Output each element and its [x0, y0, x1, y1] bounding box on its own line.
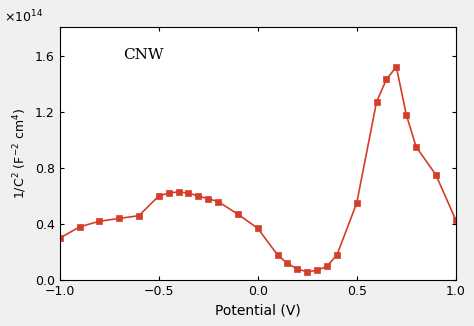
- Text: $\times10^{14}$: $\times10^{14}$: [4, 8, 44, 25]
- Text: CNW: CNW: [123, 48, 164, 62]
- X-axis label: Potential (V): Potential (V): [215, 304, 301, 318]
- Y-axis label: 1/C$^{2}$ (F$^{-2}$ cm$^{4}$): 1/C$^{2}$ (F$^{-2}$ cm$^{4}$): [12, 108, 29, 200]
